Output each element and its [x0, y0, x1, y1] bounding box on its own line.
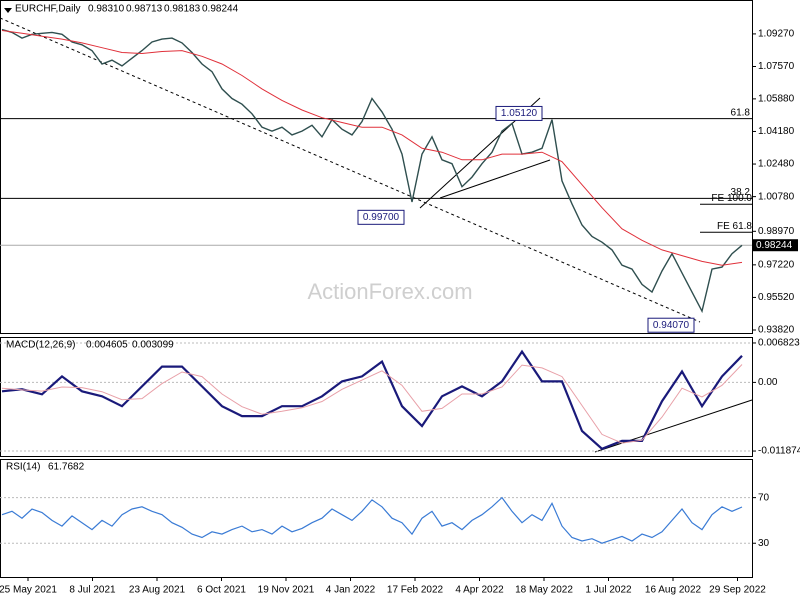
price-label-box: [495, 105, 543, 121]
indicator-readout: 0.004605: [86, 340, 128, 351]
indicator-readout: 0.003099: [132, 340, 174, 351]
y-tick-label: 0.006823: [758, 338, 800, 349]
price-frame: [0, 0, 753, 334]
macd-frame: [0, 337, 753, 457]
watermark: ActionForex.com: [307, 279, 472, 304]
current-price-box: [752, 239, 798, 252]
x-tick-label: 25 May 2021: [0, 585, 57, 596]
x-tick-label: 8 Jul 2021: [69, 585, 116, 596]
series-line: [1, 496, 743, 544]
header-icon: [4, 8, 12, 13]
x-tick-label: 29 Sep 2022: [709, 585, 766, 596]
x-tick-label: 23 Aug 2021: [129, 585, 186, 596]
price-label-box: [357, 209, 405, 225]
price-label: 0.99700: [363, 212, 400, 223]
fib-label: 61.8: [731, 107, 751, 118]
y-tick-label: 1.00780: [758, 191, 795, 202]
indicator-title: MACD(12,26,9): [6, 340, 75, 351]
channel-line: [439, 159, 551, 199]
fib-label: 38.2: [731, 187, 751, 198]
trend-line: [0, 17, 701, 323]
y-tick-label: 1.09270: [758, 29, 795, 40]
price-label-box: [647, 317, 695, 333]
price-label: 1.05120: [501, 108, 538, 119]
header-high: 0.98713: [126, 4, 163, 15]
fe-label: FE 61.8: [717, 221, 752, 232]
y-tick-label: 0.97220: [758, 259, 795, 270]
header-close: 0.98244: [202, 4, 239, 15]
y-tick-label: 1.05880: [758, 94, 795, 105]
rsi-frame: [0, 459, 753, 578]
y-tick-label: 1.02480: [758, 159, 795, 170]
x-tick-label: 1 Jul 2022: [585, 585, 632, 596]
series-line: [1, 30, 743, 266]
x-tick-label: 17 Feb 2022: [387, 585, 444, 596]
x-tick-label: 16 Aug 2022: [645, 585, 702, 596]
y-tick-label: 0.00: [758, 377, 778, 388]
x-tick-label: 4 Jan 2022: [326, 585, 376, 596]
x-tick-label: 19 Nov 2021: [258, 585, 315, 596]
macd-trend-line: [594, 399, 753, 453]
header-symbol: EURCHF,Daily: [15, 4, 81, 15]
y-tick-label: 0.95520: [758, 292, 795, 303]
fe-label: FE 100.0: [711, 193, 752, 204]
y-tick-label: 70: [758, 492, 770, 503]
indicator-readout: 61.7682: [48, 462, 85, 473]
series-line: [1, 28, 743, 314]
y-tick-label: -0.011874: [758, 446, 800, 457]
y-tick-label: 0.93820: [758, 325, 795, 336]
current-price-label: 0.98244: [756, 240, 793, 251]
x-tick-label: 18 May 2022: [515, 585, 573, 596]
x-tick-label: 6 Oct 2021: [197, 585, 246, 596]
y-tick-label: 1.07570: [758, 61, 795, 72]
x-tick-label: 4 Apr 2022: [455, 585, 504, 596]
indicator-title: RSI(14): [6, 462, 40, 473]
series-line: [1, 349, 743, 451]
series-line: [1, 364, 743, 444]
y-tick-label: 1.04180: [758, 126, 795, 137]
price-label: 0.94070: [653, 320, 690, 331]
y-tick-label: 0.98970: [758, 226, 795, 237]
header-low: 0.98183: [164, 4, 201, 15]
y-tick-label: 30: [758, 538, 770, 549]
header-open: 0.98310: [88, 4, 125, 15]
